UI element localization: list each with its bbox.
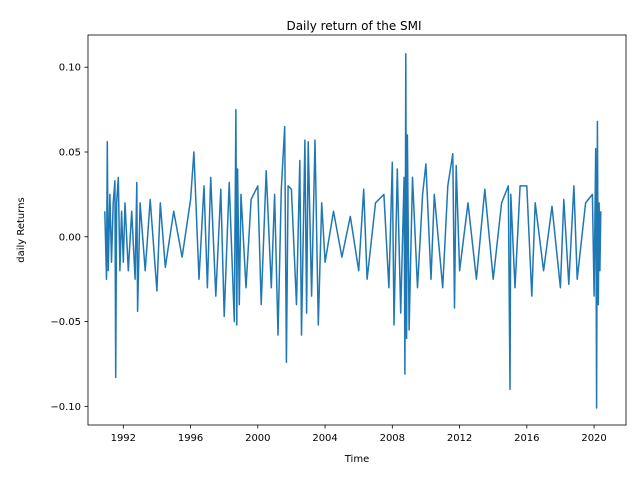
chart-title: Daily return of the SMI [286,19,421,33]
x-tick-label: 2000 [245,433,270,444]
y-axis-label: daily Returns [16,197,27,263]
x-tick-label: 1992 [111,433,136,444]
y-tick-label: −0.05 [50,317,81,328]
plot-background [88,35,626,425]
y-axis-ticks: 0.10 0.05 0.00 −0.05 −0.10 [50,63,88,413]
x-tick-label: 2004 [312,433,337,444]
y-tick-label: 0.05 [59,148,81,159]
y-tick-label: 0.00 [59,232,81,243]
series-line-0 [104,52,602,409]
y-tick-label: 0.10 [59,63,81,74]
plot-area: 1992 1996 2000 2004 2008 2012 2016 2020 0.10 0.0… [50,34,627,444]
series-layer [104,52,602,409]
x-tick-label: 2020 [581,433,606,444]
y-tick-label: −0.10 [50,402,81,413]
x-axis-label: Time [344,454,369,465]
x-tick-label: 2016 [514,433,539,444]
x-tick-label: 1996 [178,433,203,444]
x-axis-ticks: 1992 1996 2000 2004 2008 2012 2016 2020 [111,425,607,444]
plot-frame [87,34,627,426]
x-tick-label: 2012 [447,433,472,444]
x-tick-label: 2008 [380,433,405,444]
